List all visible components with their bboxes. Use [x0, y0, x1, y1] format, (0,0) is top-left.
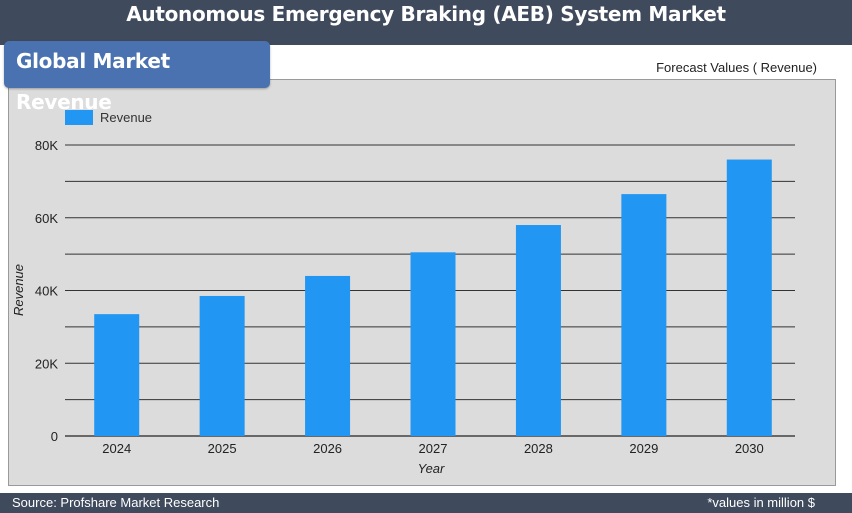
- unit-note: *values in million $: [707, 495, 815, 510]
- x-tick-label: 2024: [102, 441, 131, 456]
- legend: Revenue: [65, 110, 152, 125]
- y-axis-title: Revenue: [11, 264, 26, 316]
- y-tick-label: 60K: [35, 211, 58, 226]
- legend-label: Revenue: [100, 110, 152, 125]
- bar-2025: [199, 295, 245, 436]
- bar-2030: [726, 159, 772, 437]
- y-tick-label: 80K: [35, 138, 58, 153]
- y-tick-label: 0: [51, 429, 58, 444]
- forecast-label: Forecast Values ( Revenue): [656, 60, 817, 75]
- bar-2029: [621, 194, 667, 436]
- x-tick-label: 2028: [524, 441, 553, 456]
- axes: 0 20K 40K 60K 80K 2024 2025 2026 2027 2028 2029 203…: [35, 138, 764, 456]
- section-badge: Global Market Revenue: [4, 41, 270, 114]
- bar-2027: [410, 252, 456, 436]
- chart-title: Autonomous Emergency Braking (AEB) Syste…: [126, 2, 726, 26]
- y-tick-label: 20K: [35, 356, 58, 371]
- x-tick-label: 2025: [208, 441, 237, 456]
- y-tick-label: 40K: [35, 284, 58, 299]
- bar-2028: [515, 225, 561, 436]
- x-tick-label: 2027: [419, 441, 448, 456]
- source-note: Source: Profshare Market Research: [12, 495, 220, 510]
- legend-swatch: [65, 110, 93, 125]
- x-tick-label: 2029: [629, 441, 658, 456]
- x-tick-label: 2030: [735, 441, 764, 456]
- x-tick-label: 2026: [313, 441, 342, 456]
- bar-2024: [94, 314, 140, 436]
- x-axis-title: Year: [418, 461, 445, 476]
- bar-2026: [305, 275, 351, 436]
- bars: [94, 159, 772, 437]
